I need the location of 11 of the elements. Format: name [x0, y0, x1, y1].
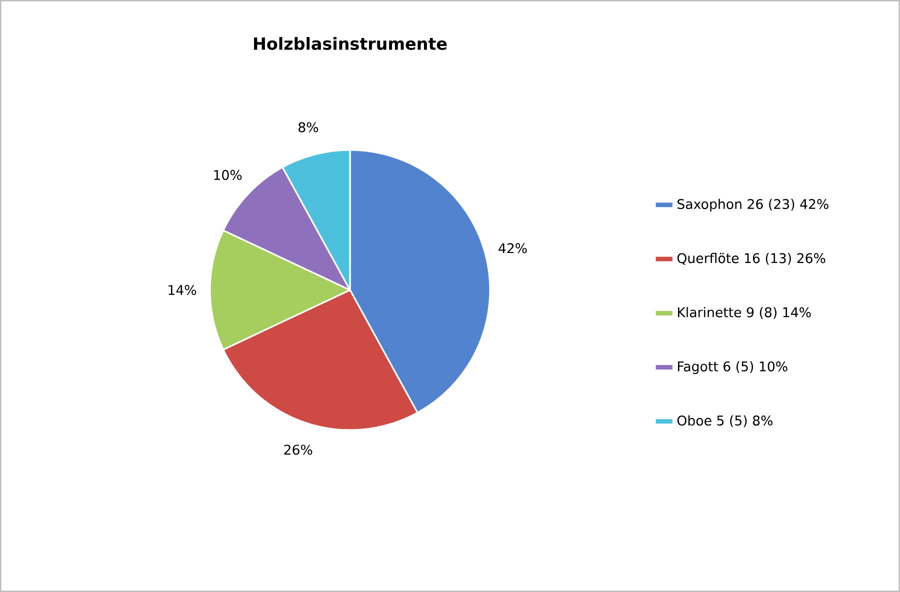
data-label: 14% — [168, 284, 196, 296]
legend-label: Querflöte 16 (13) 26% — [677, 252, 826, 265]
data-label: 8% — [298, 122, 318, 132]
data-label: 42% — [498, 243, 527, 254]
legend-label: Saxophon 26 (23) 42% — [678, 198, 828, 212]
chart-title: Holzblasinstrumente — [254, 37, 447, 50]
data-label: 10% — [214, 170, 242, 180]
legend-label: Fagott 6 (5) 10% — [678, 361, 788, 374]
legend-label: Oboe 5 (5) 8% — [677, 415, 772, 428]
legend-label: Klarinette 9 (8) 14% — [678, 307, 811, 319]
data-label: 26% — [284, 444, 312, 455]
